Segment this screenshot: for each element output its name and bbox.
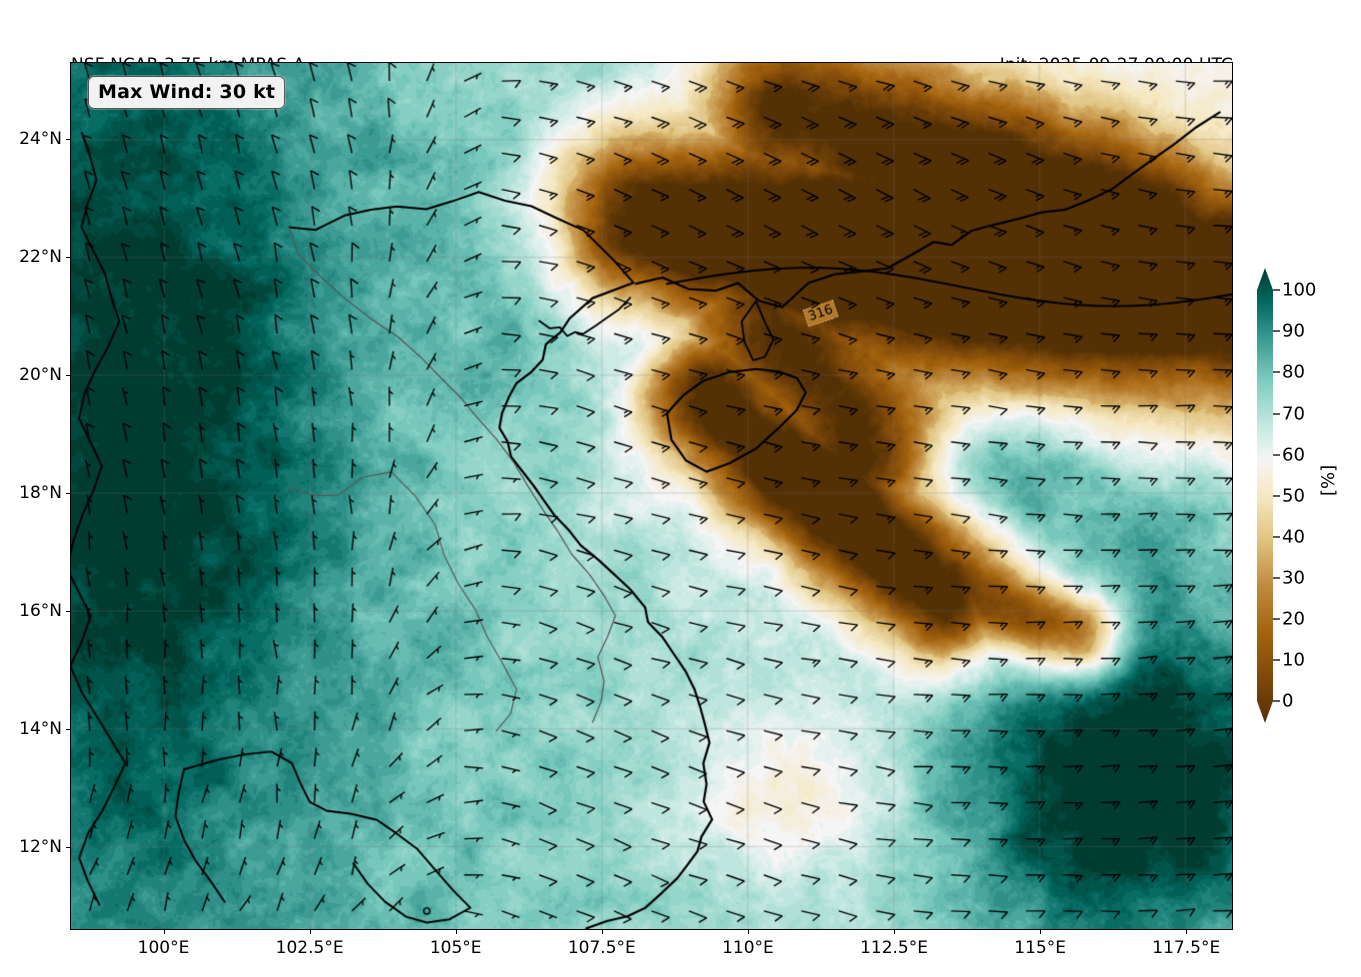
colorbar-gradient	[1257, 268, 1280, 723]
xtick-mark	[1040, 930, 1042, 934]
ytick-mark	[66, 256, 70, 258]
ytick-label-24°N: 24°N	[19, 128, 62, 149]
ytick-mark	[66, 493, 70, 495]
ytick-mark	[66, 374, 70, 376]
xtick-mark	[163, 930, 165, 934]
colorbar-tick-60: 60	[1282, 444, 1305, 466]
colorbar-tick-50: 50	[1282, 485, 1305, 507]
colorbar-tick-90: 90	[1282, 320, 1305, 342]
ytick-label-16°N: 16°N	[19, 601, 62, 622]
xtick-mark	[601, 930, 603, 934]
xtick-mark	[455, 930, 457, 934]
xtick-mark	[1186, 930, 1188, 934]
xtick-label-117.5°E: 117.5°E	[1152, 938, 1221, 958]
colorbar-tick-70: 70	[1282, 403, 1305, 425]
ytick-label-14°N: 14°N	[19, 719, 62, 740]
ytick-mark	[66, 611, 70, 613]
colorbar-tick-100: 100	[1282, 279, 1317, 301]
xtick-mark	[309, 930, 311, 934]
max-wind-annotation: Max Wind: 30 kt	[88, 76, 286, 109]
xtick-label-110°E: 110°E	[722, 938, 774, 958]
xtick-label-105°E: 105°E	[429, 938, 482, 958]
ytick-label-22°N: 22°N	[19, 246, 62, 267]
map-axes: Max Wind: 30 kt	[70, 62, 1233, 930]
xtick-label-107.5°E: 107.5°E	[567, 938, 636, 958]
ytick-label-20°N: 20°N	[19, 364, 62, 385]
colorbar-tick-10: 10	[1282, 649, 1305, 671]
xtick-label-102.5°E: 102.5°E	[275, 938, 344, 958]
humidity-map	[71, 63, 1232, 929]
xtick-label-115°E: 115°E	[1014, 938, 1066, 958]
ytick-mark	[66, 729, 70, 731]
ytick-label-12°N: 12°N	[19, 837, 62, 858]
xtick-mark	[894, 930, 896, 934]
ytick-mark	[66, 847, 70, 849]
ytick-mark	[66, 138, 70, 140]
xtick-label-112.5°E: 112.5°E	[860, 938, 928, 958]
colorbar-tick-30: 30	[1282, 567, 1305, 589]
colorbar-unit-label: [%]	[1318, 464, 1339, 496]
ytick-label-18°N: 18°N	[19, 483, 62, 504]
colorbar-tick-40: 40	[1282, 526, 1305, 548]
xtick-label-100°E: 100°E	[137, 938, 190, 958]
xtick-mark	[747, 930, 749, 934]
colorbar: 100 90 80 70 60 50 40 30 20 10 0	[1248, 266, 1316, 725]
colorbar-tick-20: 20	[1282, 608, 1305, 630]
colorbar-tick-80: 80	[1282, 361, 1305, 383]
colorbar-tick-0: 0	[1282, 690, 1294, 712]
